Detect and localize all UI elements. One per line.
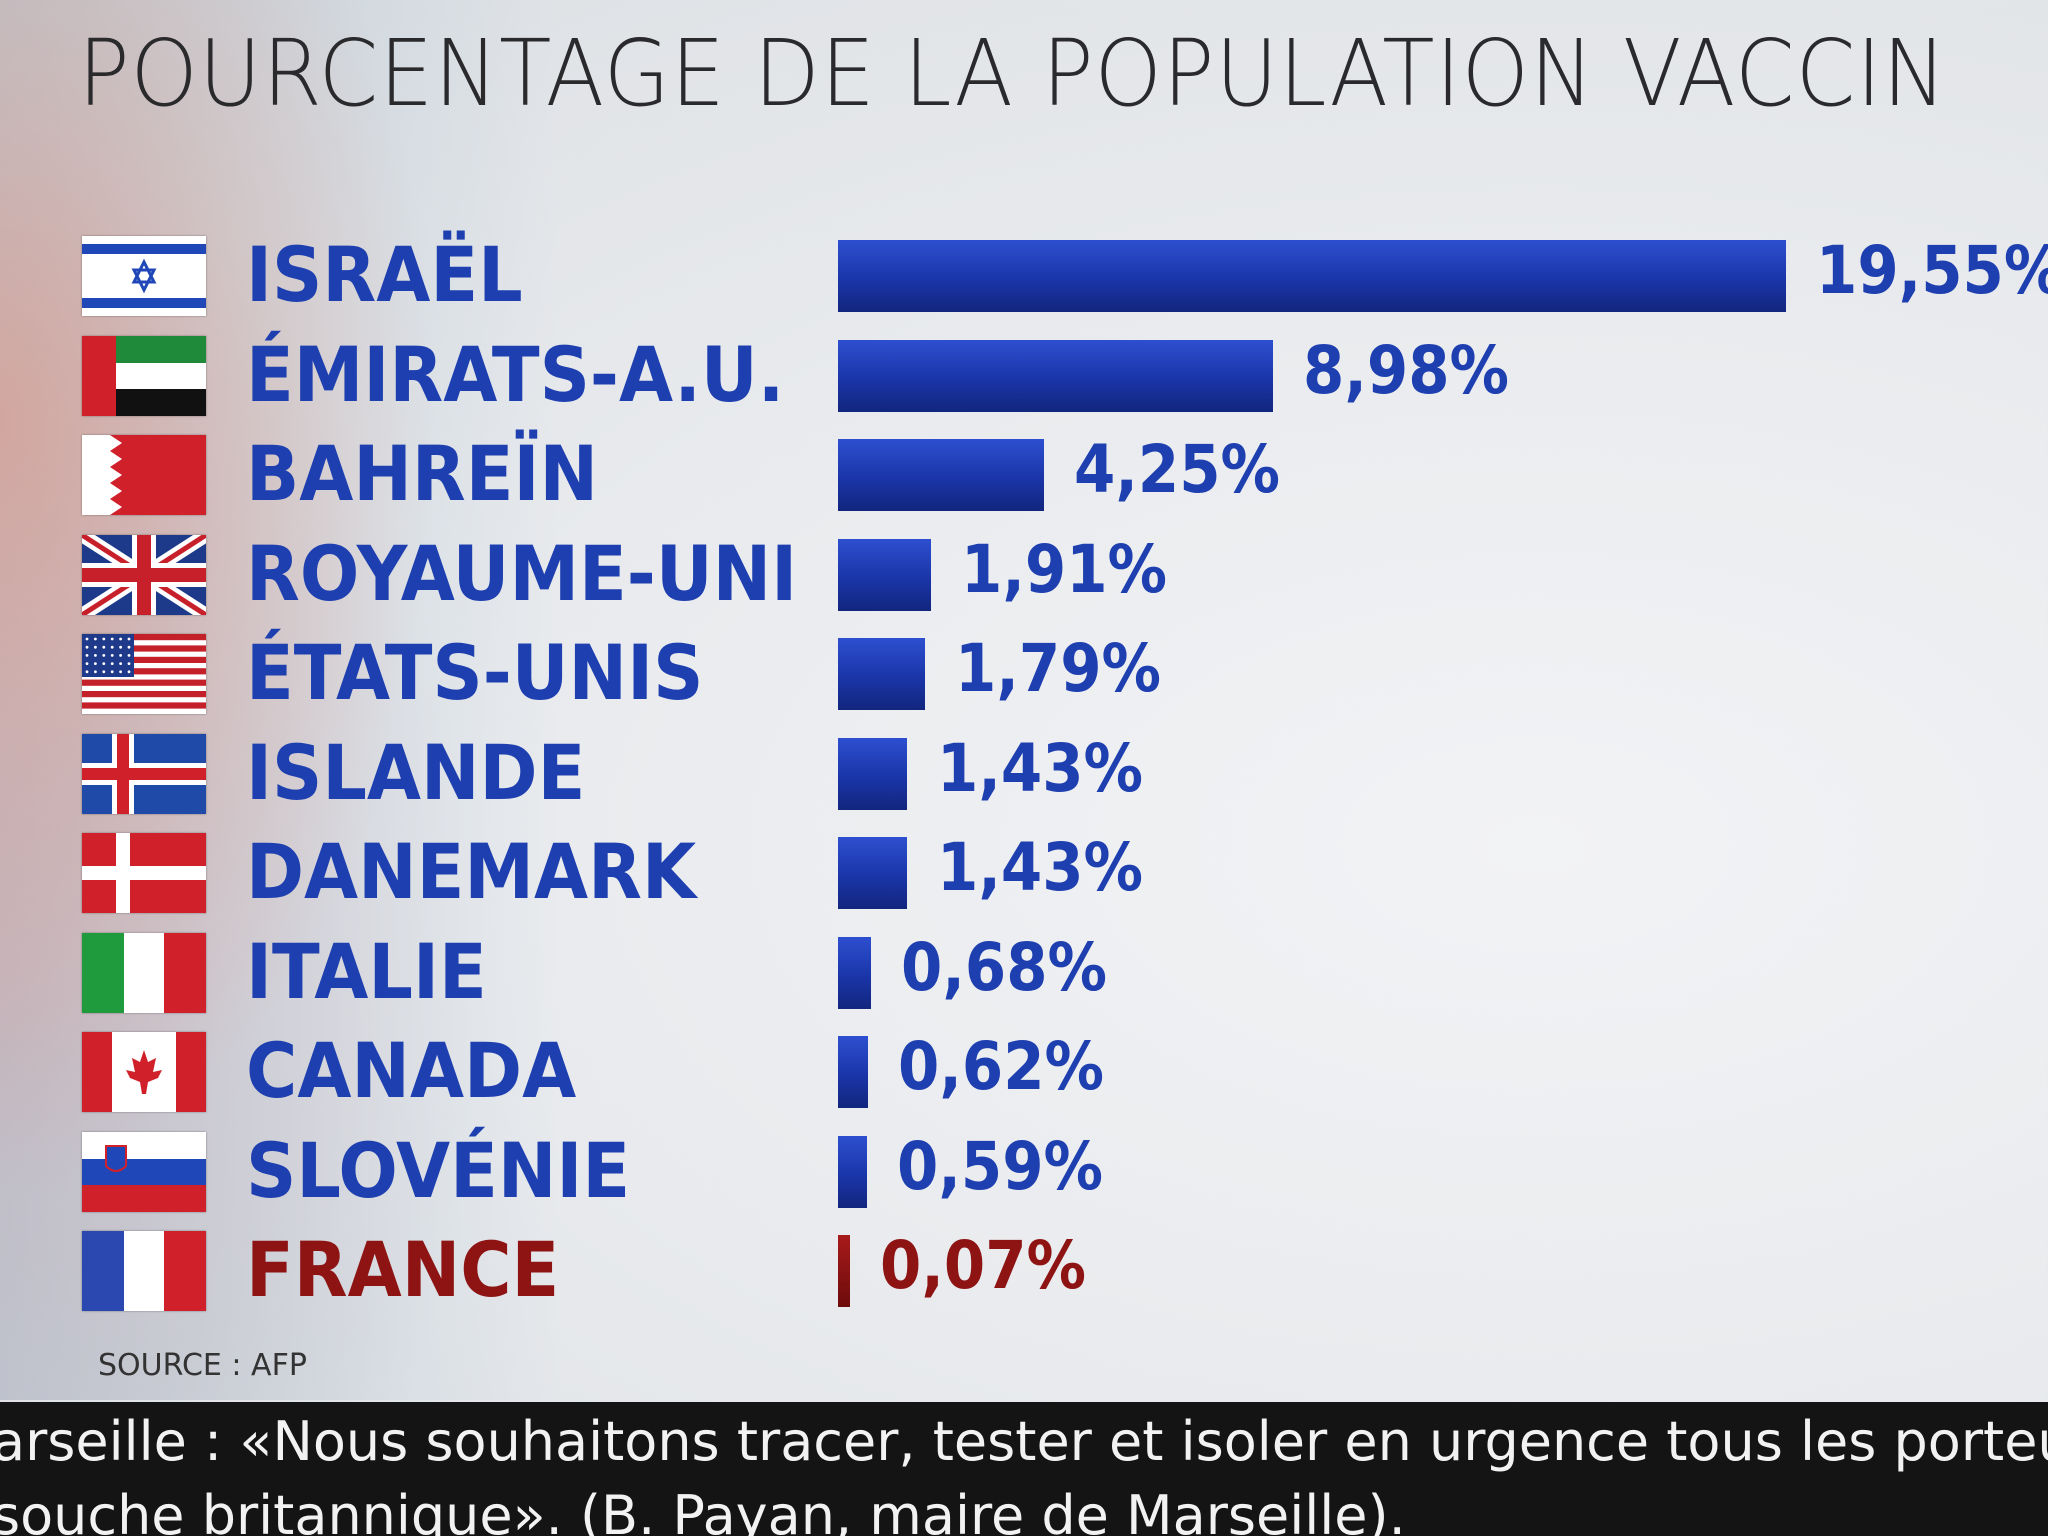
- slovenia-flag-icon: [82, 1131, 206, 1212]
- value-label: 8,98%: [1303, 331, 1510, 409]
- category-label: FRANCE: [246, 1225, 560, 1314]
- bar: [838, 240, 1786, 312]
- category-label: ITALIE: [246, 926, 487, 1016]
- uae-flag-icon: [82, 335, 206, 416]
- value-label: 4,25%: [1074, 431, 1281, 508]
- bar-row-denmark: DANEMARK 1,43%: [0, 827, 2048, 916]
- iceland-flag-icon: [82, 733, 206, 814]
- category-label: ISRAËL: [246, 230, 523, 319]
- category-label: ROYAUME-UNI: [246, 528, 798, 618]
- bar: [838, 538, 931, 611]
- canada-flag-icon: [82, 1032, 206, 1112]
- ticker-line-1: arseille : «Nous souhaitons tracer, test…: [0, 1410, 2048, 1473]
- value-label: 1,79%: [954, 630, 1161, 707]
- value-label: 1,91%: [960, 530, 1167, 608]
- usa-flag-icon: [82, 634, 206, 714]
- value-label: 19,55%: [1816, 232, 2048, 309]
- bar-row-canada: CANADA 0,62%: [0, 1026, 2048, 1115]
- category-label: DANEMARK: [246, 827, 697, 916]
- value-label: 1,43%: [937, 729, 1144, 807]
- category-label: BAHREÏN: [246, 429, 599, 518]
- value-label: 0,07%: [880, 1227, 1087, 1304]
- italy-flag-icon: [82, 932, 206, 1013]
- bar-row-france: FRANCE 0,07%: [0, 1225, 2048, 1314]
- value-label: 1,43%: [937, 829, 1144, 906]
- bar: [838, 439, 1045, 511]
- category-label: ISLANDE: [246, 727, 586, 817]
- bar: [838, 1135, 867, 1208]
- bar: [838, 339, 1274, 412]
- bar: [838, 638, 925, 710]
- news-ticker: arseille : «Nous souhaitons tracer, test…: [0, 1402, 2048, 1536]
- bar: [838, 737, 908, 810]
- category-label: CANADA: [246, 1026, 577, 1115]
- israel-flag-icon: [82, 236, 206, 316]
- denmark-flag-icon: [82, 833, 206, 913]
- value-label: 0,62%: [898, 1028, 1105, 1105]
- bar-row-israel: ISRAËL 19,55%: [0, 230, 2048, 319]
- value-label: 0,68%: [900, 928, 1108, 1006]
- bar: [838, 1036, 869, 1108]
- source-label: SOURCE : AFP: [98, 1348, 307, 1383]
- bar-row-uk: ROYAUME-UNI 1,91%: [0, 529, 2048, 618]
- uk-flag-icon: [82, 534, 206, 615]
- bahrain-flag-icon: [82, 435, 206, 515]
- bar: [838, 1235, 850, 1307]
- value-label: 0,59%: [896, 1127, 1103, 1205]
- bar: [838, 837, 908, 909]
- bar: [838, 936, 871, 1009]
- category-label: ÉMIRATS-A.U.: [246, 329, 785, 419]
- france-flag-icon: [82, 1231, 206, 1311]
- category-label: ÉTATS-UNIS: [246, 628, 704, 717]
- chart-title: POURCENTAGE DE LA POPULATION VACCIN: [78, 20, 1948, 127]
- bar-row-usa: ÉTATS-UNIS 1,79%: [0, 628, 2048, 717]
- category-label: SLOVÉNIE: [246, 1125, 631, 1215]
- bar-row-slovenia: SLOVÉNIE 0,59%: [0, 1126, 2048, 1215]
- bar-row-uae: ÉMIRATS-A.U. 8,98%: [0, 330, 2048, 419]
- bar-row-bahrain: BAHREÏN 4,25%: [0, 429, 2048, 518]
- bar-row-iceland: ISLANDE 1,43%: [0, 728, 2048, 817]
- bar-row-italy: ITALIE 0,68%: [0, 927, 2048, 1016]
- ticker-line-2: souche britannique». (B. Payan, maire de…: [0, 1484, 1406, 1536]
